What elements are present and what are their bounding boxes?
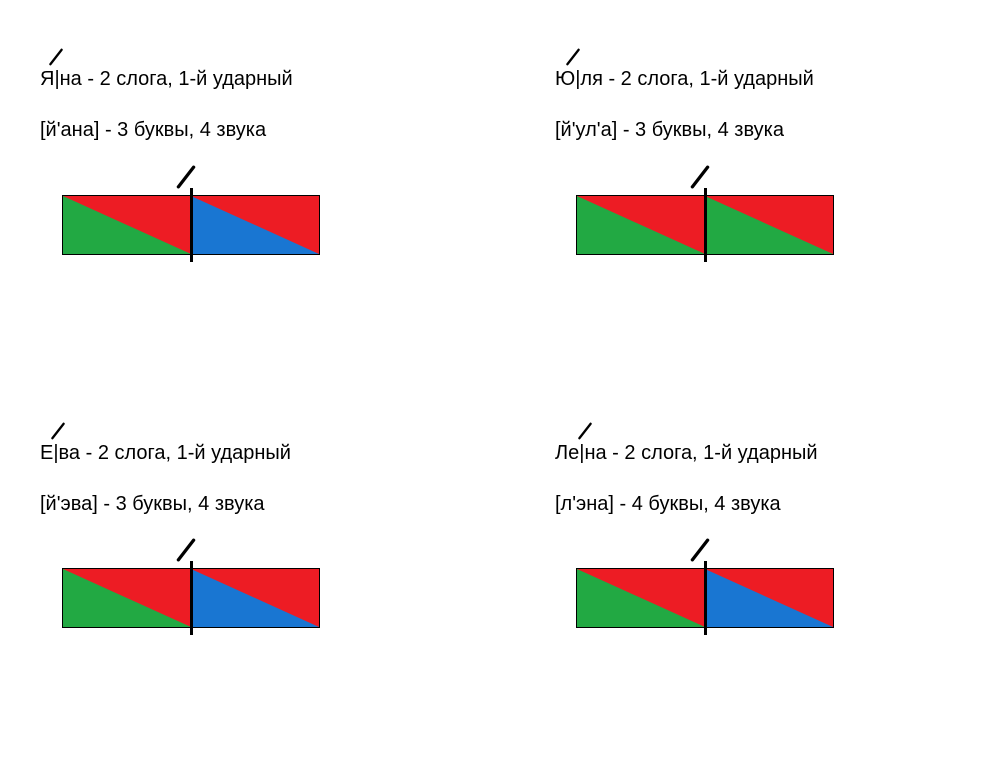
stress-mark-icon [175, 165, 197, 189]
stress-mark-icon [50, 422, 66, 440]
syllable-cell [191, 569, 319, 627]
syllable-divider [190, 561, 193, 635]
syllable-diagram [62, 195, 320, 255]
transcription-line: [л'эна] - 4 буквы, 4 звука [555, 493, 818, 516]
word-block: Ю|ля - 2 слога, 1-й ударный [й'ул'а] - 3 … [555, 68, 814, 142]
transcription-line: [й'эва] - 3 буквы, 4 звука [40, 493, 291, 516]
word-syllable-line: Е|ва - 2 слога, 1-й ударный [40, 442, 291, 465]
syllable-cell [577, 196, 705, 254]
transcription-line: [й'ул'а] - 3 буквы, 4 звука [555, 119, 814, 142]
syllable-divider [190, 188, 193, 262]
word-block: Я|на - 2 слога, 1-й ударный [й'ана] - 3 б… [40, 68, 293, 142]
syllable-diagram [576, 195, 834, 255]
syllable-divider [704, 561, 707, 635]
syllable-cell [63, 196, 191, 254]
transcription-line: [й'ана] - 3 буквы, 4 звука [40, 119, 293, 142]
syllable-row [576, 195, 834, 255]
word-syllable-line: Ю|ля - 2 слога, 1-й ударный [555, 68, 814, 91]
stress-mark-icon [689, 538, 711, 562]
word-block: Ле|на - 2 слога, 1-й ударный [л'эна] - 4 … [555, 442, 818, 516]
syllable-cell [63, 569, 191, 627]
stress-mark-icon [565, 48, 581, 66]
word-block: Е|ва - 2 слога, 1-й ударный [й'эва] - 3 б… [40, 442, 291, 516]
stress-mark-icon [175, 538, 197, 562]
syllable-diagram [576, 568, 834, 628]
syllable-row [62, 195, 320, 255]
syllable-divider [704, 188, 707, 262]
syllable-cell [705, 196, 833, 254]
stress-mark-icon [689, 165, 711, 189]
syllable-cell [705, 569, 833, 627]
syllable-row [576, 568, 834, 628]
word-syllable-line: Я|на - 2 слога, 1-й ударный [40, 68, 293, 91]
syllable-cell [191, 196, 319, 254]
word-syllable-line: Ле|на - 2 слога, 1-й ударный [555, 442, 818, 465]
syllable-cell [577, 569, 705, 627]
stress-mark-icon [577, 422, 593, 440]
stress-mark-icon [48, 48, 64, 66]
syllable-diagram [62, 568, 320, 628]
syllable-row [62, 568, 320, 628]
